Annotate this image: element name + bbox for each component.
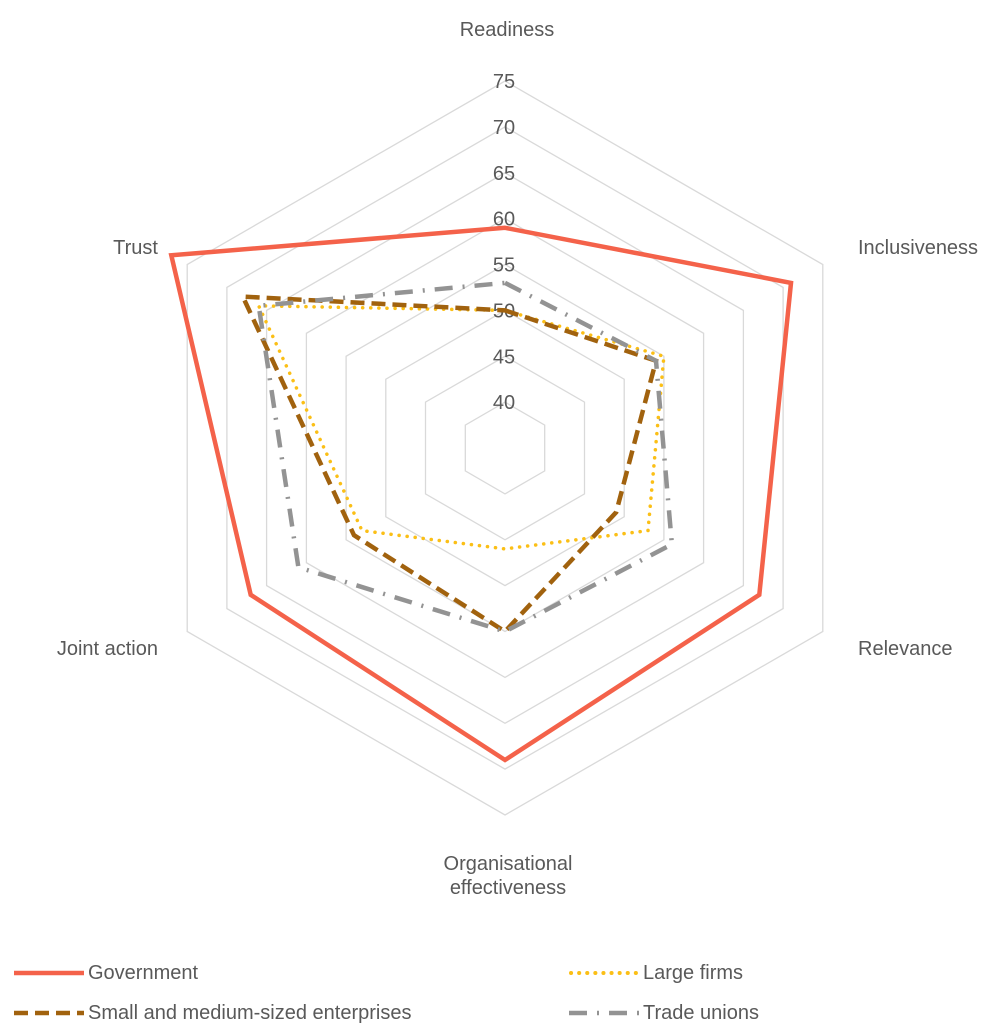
axis-label-inclusiveness: Inclusiveness bbox=[858, 237, 978, 259]
series-government bbox=[168, 225, 794, 763]
legend-label-trade-unions: Trade unions bbox=[643, 1001, 759, 1024]
grid-ring-65 bbox=[265, 172, 745, 725]
axis-label-organisational-effectiveness-line-2: effectiveness bbox=[450, 877, 566, 899]
legend: Government Large firms Small and medium-… bbox=[0, 955, 1005, 1033]
tick-label-60: 60 bbox=[493, 209, 515, 231]
grid-ring-45 bbox=[424, 355, 586, 541]
legend-item-large-firms: Large firms bbox=[569, 958, 743, 988]
legend-label-government: Government bbox=[88, 961, 199, 984]
legend-item-sme: Small and medium-sized enterprises bbox=[14, 998, 411, 1028]
grid-ring-70 bbox=[226, 126, 784, 770]
axis-label-relevance: Relevance bbox=[858, 638, 953, 660]
tick-label-55: 55 bbox=[493, 255, 515, 277]
tick-label-75: 75 bbox=[493, 71, 515, 93]
axis-label-joint-action: Joint action bbox=[57, 638, 158, 660]
tick-label-45: 45 bbox=[493, 346, 515, 368]
grid-ring-55 bbox=[345, 263, 665, 633]
axis-label-trust: Trust bbox=[113, 237, 158, 259]
legend-swatch-trade-unions bbox=[569, 1010, 639, 1016]
tick-label-65: 65 bbox=[493, 163, 515, 185]
tick-label-70: 70 bbox=[493, 117, 515, 139]
series-layer bbox=[168, 225, 794, 763]
legend-item-government: Government bbox=[14, 958, 198, 988]
grid-ring-75 bbox=[186, 80, 824, 816]
legend-swatch-large-firms bbox=[569, 971, 639, 975]
legend-swatch-government bbox=[14, 970, 84, 976]
series-trade-unions bbox=[256, 280, 675, 634]
series-small-and-medium-sized-enterprises bbox=[239, 294, 659, 635]
radar-grid bbox=[186, 80, 824, 816]
grid-ring-50 bbox=[385, 309, 625, 587]
axis-label-readiness: Readiness bbox=[460, 19, 555, 41]
tick-label-40: 40 bbox=[493, 392, 515, 414]
grid-ring-60 bbox=[305, 217, 705, 679]
legend-label-sme: Small and medium-sized enterprises bbox=[88, 1001, 412, 1024]
legend-swatch-sme bbox=[14, 1010, 84, 1016]
axis-label-organisational-effectiveness-line-1: Organisational bbox=[444, 853, 573, 875]
series-large-firms bbox=[256, 304, 666, 551]
legend-item-trade-unions: Trade unions bbox=[569, 998, 759, 1028]
axis-labels: Readiness Inclusiveness Relevance Organisat… bbox=[57, 19, 978, 899]
legend-label-large-firms: Large firms bbox=[643, 961, 744, 984]
grid-ring-40 bbox=[464, 401, 546, 495]
